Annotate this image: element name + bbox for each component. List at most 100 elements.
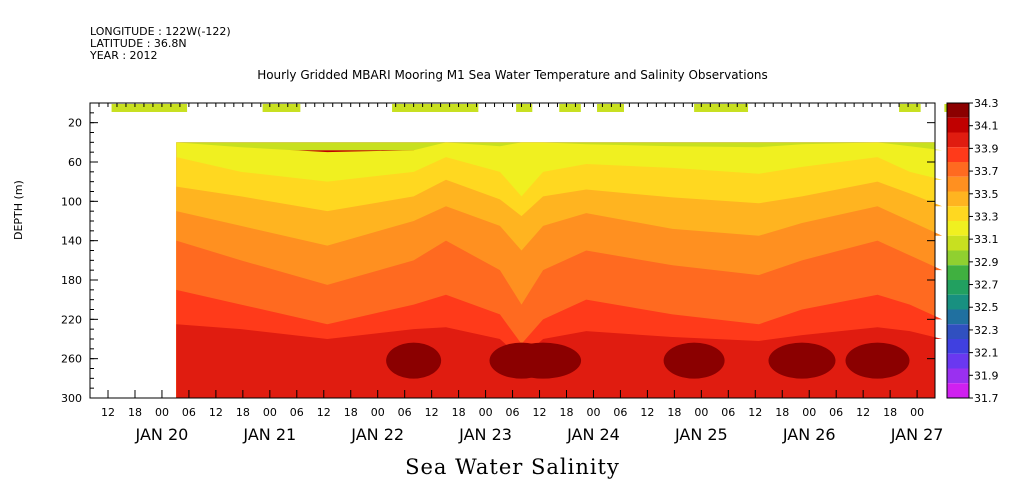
- y-tick-label: 180: [61, 274, 82, 287]
- x-tick-label: 12: [533, 406, 547, 419]
- x-tick-label: 00: [263, 406, 277, 419]
- x-tick-label: 18: [559, 406, 573, 419]
- colorbar-label: 33.3: [974, 210, 999, 223]
- x-tick-label: 12: [856, 406, 870, 419]
- x-tick-label: 12: [640, 406, 654, 419]
- colorbar-label: 33.9: [974, 142, 999, 155]
- salinity-max-blob: [663, 342, 725, 379]
- colorbar-frame: [946, 102, 970, 399]
- colorbar-label: 32.1: [974, 347, 999, 360]
- colorbar-label: 32.9: [974, 256, 999, 269]
- x-tick-label: 12: [101, 406, 115, 419]
- y-tick-label: 140: [61, 235, 82, 248]
- longitude-label: LONGITUDE : 122W(-122): [90, 25, 231, 38]
- y-tick-label: 300: [61, 392, 82, 405]
- surface-obs-segment: [516, 103, 533, 112]
- x-tick-label: 00: [694, 406, 708, 419]
- chart-title: Hourly Gridded MBARI Mooring M1 Sea Wate…: [257, 68, 768, 82]
- colorbar-swatch: [947, 250, 969, 266]
- salinity-max-blob: [505, 342, 582, 379]
- x-tick-label: 06: [613, 406, 627, 419]
- x-day-label: JAN 22: [350, 425, 404, 444]
- colorbar-swatch: [947, 280, 969, 295]
- colorbar-swatch: [947, 147, 969, 162]
- colorbar-swatch: [947, 368, 969, 384]
- x-tick-label: 18: [883, 406, 897, 419]
- x-tick-label: 12: [748, 406, 762, 419]
- x-day-label: JAN 24: [566, 425, 620, 444]
- colorbar-swatch: [947, 353, 969, 369]
- x-tick-label: 00: [586, 406, 600, 419]
- x-tick-label: 00: [802, 406, 816, 419]
- colorbar-label: 33.7: [974, 165, 999, 178]
- colorbar-swatch: [947, 324, 969, 339]
- x-day-label: JAN 27: [890, 425, 944, 444]
- x-tick-label: 06: [182, 406, 196, 419]
- salinity-max-blob: [768, 342, 836, 379]
- colorbar-swatch: [947, 294, 969, 310]
- year-label: YEAR : 2012: [90, 49, 158, 62]
- x-tick-label: 00: [155, 406, 169, 419]
- x-tick-label: 12: [209, 406, 223, 419]
- y-tick-label: 20: [68, 117, 82, 130]
- y-tick-label: 260: [61, 353, 82, 366]
- colorbar-swatch: [947, 103, 969, 118]
- salinity-max-blob: [845, 342, 910, 379]
- x-tick-label: 00: [910, 406, 924, 419]
- colorbar-label: 32.7: [974, 279, 999, 292]
- surface-obs-segment: [262, 103, 301, 112]
- colorbar-label: 31.9: [974, 369, 999, 382]
- latitude-label: LATITUDE : 36.8N: [90, 37, 187, 50]
- colorbar-swatch: [947, 383, 969, 398]
- x-tick-label: 06: [829, 406, 843, 419]
- y-tick-label: 60: [68, 156, 82, 169]
- salinity-max-blob: [386, 342, 442, 379]
- surface-obs-segment: [694, 103, 749, 112]
- x-tick-label: 18: [128, 406, 142, 419]
- colorbar-label: 34.3: [974, 97, 999, 110]
- x-tick-label: 18: [452, 406, 466, 419]
- y-tick-label: 220: [61, 313, 82, 326]
- x-day-label: JAN 23: [458, 425, 512, 444]
- colorbar-label: 32.5: [974, 301, 999, 314]
- colorbar-label: 32.3: [974, 324, 999, 337]
- colorbar-swatch: [947, 191, 969, 207]
- x-day-label: JAN 20: [135, 425, 189, 444]
- x-tick-label: 00: [479, 406, 493, 419]
- colorbar-swatch: [947, 265, 969, 280]
- colorbar-swatch: [947, 235, 969, 251]
- y-tick-label: 100: [61, 195, 82, 208]
- x-tick-label: 18: [236, 406, 250, 419]
- surface-obs-segment: [899, 103, 921, 112]
- x-tick-label: 00: [371, 406, 385, 419]
- x-axis-label: Sea Water Salinity: [405, 455, 620, 479]
- colorbar-label: 31.7: [974, 392, 999, 405]
- x-tick-label: 18: [667, 406, 681, 419]
- surface-obs-segment: [597, 103, 624, 112]
- x-tick-label: 06: [506, 406, 520, 419]
- colorbar-swatch: [947, 176, 969, 192]
- x-tick-label: 06: [721, 406, 735, 419]
- colorbar-swatch: [947, 162, 969, 177]
- colorbar-label: 33.5: [974, 188, 999, 201]
- surface-obs-segment: [559, 103, 581, 112]
- surface-obs-segment: [392, 103, 479, 112]
- colorbar-swatch: [947, 206, 969, 221]
- colorbar-swatch: [947, 117, 969, 133]
- x-day-label: JAN 21: [242, 425, 296, 444]
- x-tick-label: 18: [775, 406, 789, 419]
- x-tick-label: 12: [425, 406, 439, 419]
- colorbar-label: 33.1: [974, 233, 999, 246]
- colorbar-label: 34.1: [974, 120, 999, 133]
- x-day-label: JAN 25: [674, 425, 728, 444]
- x-tick-label: 18: [344, 406, 358, 419]
- surface-obs-segment: [111, 103, 188, 112]
- x-tick-label: 12: [317, 406, 331, 419]
- colorbar-swatch: [947, 339, 969, 354]
- colorbar-swatch: [947, 221, 969, 236]
- x-tick-label: 06: [290, 406, 304, 419]
- colorbar-swatch: [947, 132, 969, 148]
- x-day-label: JAN 26: [782, 425, 836, 444]
